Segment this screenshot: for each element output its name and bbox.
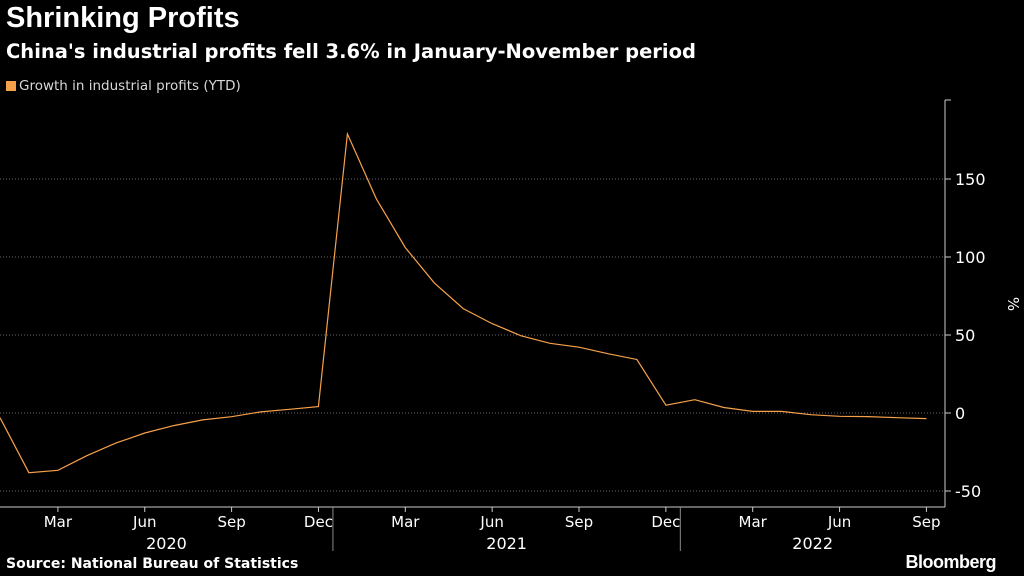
bloomberg-logo: Bloomberg — [905, 552, 996, 572]
year-label: 2021 — [486, 534, 527, 553]
y-axis-label: % — [1004, 297, 1022, 311]
y-tick-label: -50 — [955, 482, 981, 501]
series-layer — [0, 131, 927, 474]
legend-swatch — [6, 81, 16, 91]
gridlines — [0, 178, 945, 492]
x-tick-label: Sep — [912, 513, 940, 531]
x-tick-label: Jun — [132, 513, 156, 531]
legend: Growth in industrial profits (YTD) — [6, 78, 241, 94]
series-line-industrial-profits — [0, 131, 927, 474]
x-tick-label: Jun — [827, 513, 851, 531]
y-tick-label: 0 — [955, 404, 965, 423]
x-tick-label: Jun — [479, 513, 503, 531]
axes: -50 0 50 100 150% Mar Jun Sep Dec Mar Jun Sep Dec Mar… — [0, 99, 1022, 553]
source-note: Source: National Bureau of Statistics — [6, 556, 299, 572]
year-label: 2020 — [146, 534, 187, 553]
y-tick-label: 100 — [955, 248, 986, 267]
year-label: 2022 — [792, 534, 833, 553]
x-tick-label: Sep — [565, 513, 593, 531]
x-tick-label: Dec — [304, 513, 333, 531]
chart-title: Shrinking Profits — [6, 2, 240, 34]
legend-label: Growth in industrial profits (YTD) — [19, 78, 241, 94]
chart-subtitle: China's industrial profits fell 3.6% in … — [6, 40, 696, 63]
y-tick-label: 50 — [955, 326, 975, 345]
y-tick-label: 150 — [955, 170, 986, 189]
x-tick-label: Sep — [217, 513, 245, 531]
x-tick-label: Mar — [391, 513, 420, 531]
x-tick-label: Mar — [44, 513, 73, 531]
x-tick-label: Dec — [651, 513, 680, 531]
x-tick-label: Mar — [739, 513, 768, 531]
